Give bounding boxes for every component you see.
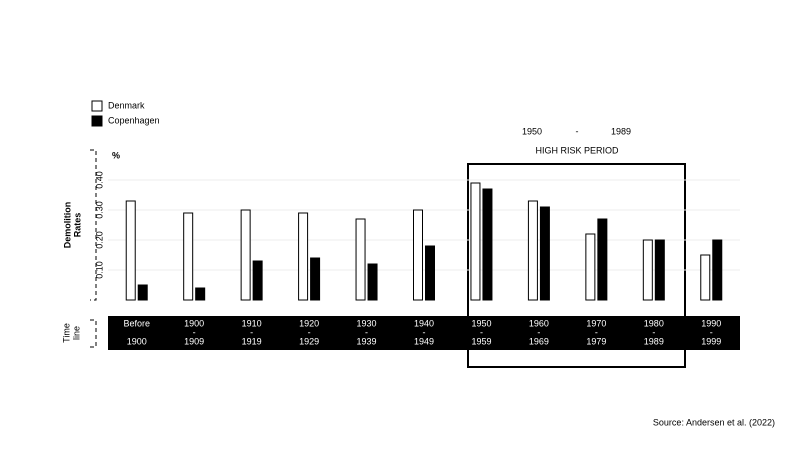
source: Source: Andersen et al. (2022) [653, 417, 775, 427]
legend-swatch [91, 100, 103, 112]
bar [654, 239, 665, 301]
x-tick-label: 1939 [357, 336, 377, 346]
x-tick-label: 1910 [242, 318, 262, 328]
x-tick-label: 1920 [299, 318, 319, 328]
highlight-end: 1989 [611, 126, 631, 136]
bar [355, 218, 366, 301]
y-unit: % [112, 150, 120, 160]
bar [425, 245, 435, 301]
y-tick-label: 0.30 [94, 201, 104, 219]
bar [539, 206, 550, 301]
bar [597, 218, 608, 301]
x-tick-label: 1979 [586, 336, 606, 346]
bar [195, 287, 206, 301]
x-tick-label: 1980 [644, 318, 664, 328]
bar [413, 209, 423, 301]
bar [298, 212, 309, 301]
bar [712, 239, 723, 301]
x-tick-label: 1969 [529, 336, 549, 346]
bar [310, 257, 321, 301]
legend-swatch [91, 115, 103, 127]
x-tick-label: 1909 [184, 336, 204, 346]
x-tick-label: Before [123, 318, 150, 328]
timeline-bracket [90, 319, 97, 348]
highlight-label: HIGH RISK PERIOD [535, 145, 619, 155]
y-axis-bracket [90, 149, 97, 301]
x-tick-label: - [537, 327, 540, 337]
legend-label: Copenhagen [108, 115, 160, 125]
x-tick-label: 1949 [414, 336, 434, 346]
x-tick-label: 1990 [701, 318, 721, 328]
timeline-title: line [71, 326, 81, 340]
x-tick-label: 1900 [127, 336, 147, 346]
y-axis-title: Rates [72, 213, 82, 238]
x-tick-label: - [423, 327, 426, 337]
bar [700, 254, 711, 301]
x-tick-label: 1970 [586, 318, 606, 328]
x-tick-label: 1940 [414, 318, 434, 328]
x-tick-label: 1930 [357, 318, 377, 328]
bar [240, 209, 251, 301]
bar [252, 260, 263, 301]
x-tick-label: 1919 [242, 336, 262, 346]
x-tick-label: - [250, 327, 253, 337]
y-tick-label: 0.10 [94, 261, 104, 279]
x-tick-label: 1960 [529, 318, 549, 328]
x-tick-label: 1999 [701, 336, 721, 346]
x-tick-label: 1929 [299, 336, 319, 346]
legend-label: Denmark [108, 100, 145, 110]
timeline-bar [108, 316, 740, 350]
x-tick-label: - [710, 327, 713, 337]
bar [585, 233, 596, 301]
x-tick-label: - [308, 327, 311, 337]
x-tick-label: 1959 [471, 336, 491, 346]
highlight-start: 1950 [522, 126, 542, 136]
bar [642, 239, 653, 301]
x-tick-label: - [365, 327, 368, 337]
x-tick-label: - [595, 327, 598, 337]
x-tick-label: 1900 [184, 318, 204, 328]
x-tick-label: - [193, 327, 196, 337]
x-tick-label: 1989 [644, 336, 664, 346]
timeline-title: Time [61, 323, 71, 343]
bar [367, 263, 378, 301]
highlight-box [467, 163, 686, 368]
highlight-dash: - [576, 126, 579, 136]
bar [183, 212, 194, 301]
x-tick-label: - [652, 327, 655, 337]
bar [527, 200, 538, 301]
x-tick-label: - [480, 327, 483, 337]
bar [137, 284, 148, 301]
y-axis-title: Demolition [62, 202, 72, 249]
x-tick-label: 1950 [471, 318, 491, 328]
bar [125, 200, 136, 301]
y-tick-label: 0.40 [94, 171, 104, 189]
y-tick-label: 0.20 [94, 231, 104, 249]
bar [482, 188, 493, 301]
bar [470, 182, 481, 301]
